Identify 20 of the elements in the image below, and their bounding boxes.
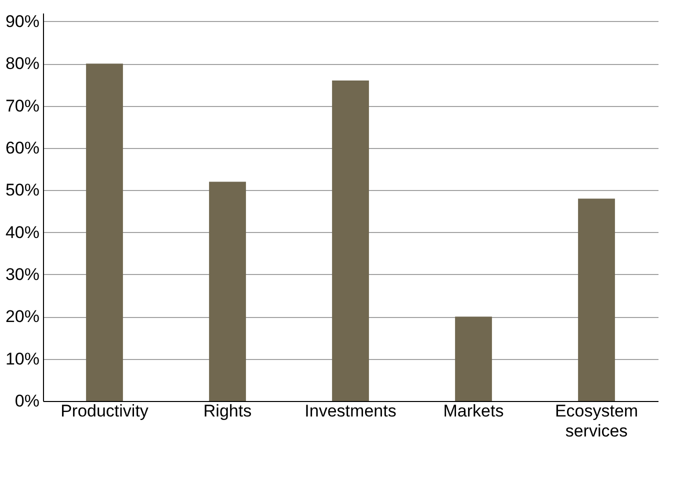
y-tick-label: 30%	[5, 264, 40, 284]
y-tick-label: 50%	[5, 180, 40, 200]
x-tick-label: Productivity	[60, 402, 149, 420]
bar	[455, 316, 492, 401]
y-tick-label: 80%	[5, 54, 40, 74]
x-tick-label: Investments	[304, 402, 396, 420]
y-tick-label: 0%	[14, 392, 40, 410]
y-tick-label: 70%	[5, 96, 40, 116]
y-tick-label: 60%	[5, 138, 40, 158]
x-tick-label: Ecosystem services	[554, 402, 638, 440]
bar	[578, 198, 615, 401]
y-tick-label: 90%	[5, 12, 40, 31]
bar	[332, 80, 369, 401]
y-tick-label: 40%	[5, 222, 40, 242]
x-tick-label: Rights	[203, 402, 252, 420]
x-tick-label: Markets	[443, 402, 504, 420]
y-tick-label: 20%	[5, 307, 40, 326]
bar	[209, 182, 246, 401]
y-tick-label: 10%	[5, 349, 40, 368]
bar	[86, 64, 123, 401]
